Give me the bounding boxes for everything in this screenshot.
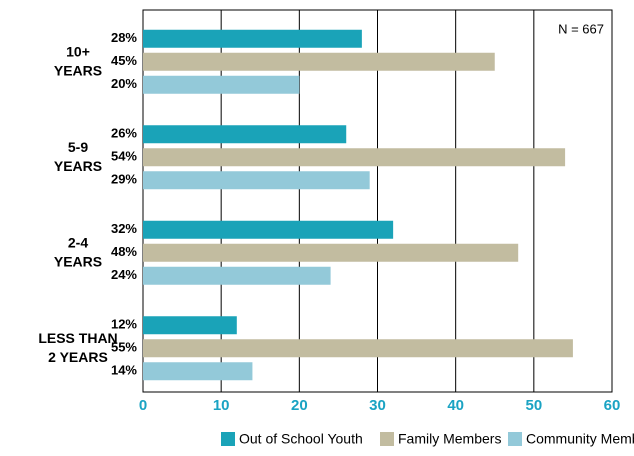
category-line: LESS THAN — [38, 329, 117, 345]
x-tick-label: 10 — [213, 397, 230, 414]
bar — [143, 125, 347, 144]
x-tick-label: 20 — [291, 397, 308, 414]
bar — [143, 148, 566, 167]
category-line: 10+ — [66, 43, 90, 59]
category-label: 2-4 YEARS — [54, 234, 102, 269]
legend-swatch — [508, 432, 522, 446]
legend-swatch — [221, 432, 235, 446]
bar — [143, 316, 237, 335]
value-label: 45% — [111, 53, 137, 68]
legend-label: Out of School Youth — [239, 431, 363, 447]
bar — [143, 266, 331, 285]
category-label: 5-9 YEARS — [54, 138, 102, 173]
category-line: YEARS — [54, 62, 102, 78]
x-tick-label: 50 — [525, 397, 542, 414]
category-line: YEARS — [54, 157, 102, 173]
category-label: LESS THAN 2 YEARS — [38, 329, 117, 364]
annotation: N = 667 — [558, 21, 604, 36]
bar — [143, 339, 573, 358]
value-label: 26% — [111, 126, 137, 141]
legend-label: Family Members — [398, 431, 501, 447]
value-label: 24% — [111, 267, 137, 282]
category-line: 2 YEARS — [48, 348, 108, 364]
value-label: 28% — [111, 30, 137, 45]
bar — [143, 75, 300, 94]
legend-swatch — [380, 432, 394, 446]
value-label: 12% — [111, 317, 137, 332]
value-label: 54% — [111, 149, 137, 164]
value-label: 55% — [111, 340, 137, 355]
value-label: 14% — [111, 363, 137, 378]
legend-label: Community Members — [526, 431, 634, 447]
category-label: 10+ YEARS — [54, 43, 102, 78]
x-tick-label: 0 — [139, 397, 147, 414]
x-tick-label: 30 — [369, 397, 386, 414]
value-label: 32% — [111, 221, 137, 236]
category-line: YEARS — [54, 253, 102, 269]
bar — [143, 243, 519, 262]
bar — [143, 362, 253, 381]
value-label: 20% — [111, 76, 137, 91]
value-label: 29% — [111, 172, 137, 187]
bar — [143, 29, 362, 48]
bar — [143, 220, 394, 239]
bar — [143, 171, 370, 190]
category-line: 2-4 — [68, 234, 88, 250]
x-tick-label: 60 — [604, 397, 621, 414]
bar — [143, 52, 495, 71]
x-tick-label: 40 — [447, 397, 464, 414]
category-line: 5-9 — [68, 138, 88, 154]
value-label: 48% — [111, 244, 137, 259]
